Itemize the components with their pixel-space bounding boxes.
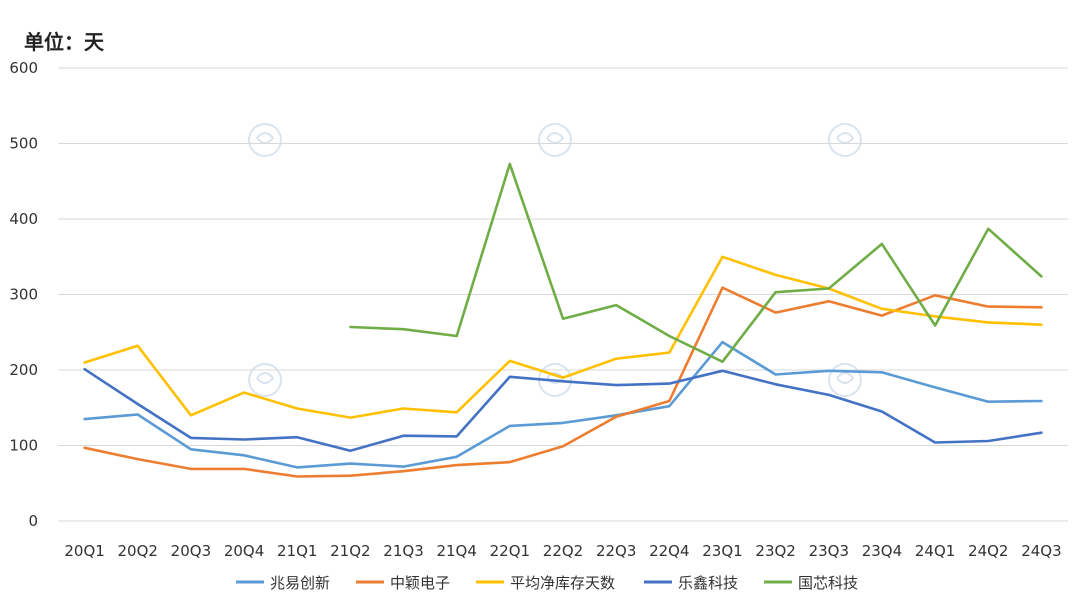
y-tick-label: 400 <box>9 210 38 228</box>
x-tick-label: 22Q3 <box>596 542 636 560</box>
series-line-2 <box>83 255 1043 419</box>
x-tick-label: 21Q2 <box>330 542 370 560</box>
series-line-4 <box>349 162 1043 363</box>
series-line-3 <box>83 367 1043 453</box>
series-line-0 <box>83 340 1043 469</box>
x-tick-label: 23Q4 <box>862 542 902 560</box>
x-tick-label: 20Q4 <box>224 542 264 560</box>
x-tick-label: 23Q2 <box>755 542 795 560</box>
y-tick-label: 100 <box>9 437 38 455</box>
x-tick-label: 20Q2 <box>118 542 158 560</box>
x-axis: 20Q1 20Q2 20Q3 20Q4 21Q1 21Q2 21Q3 21Q4 22Q1 22Q2… <box>64 542 1061 560</box>
y-axis: 0 100 200 300 400 500 600 <box>9 59 38 530</box>
series-line-1 <box>83 286 1043 478</box>
legend-label: 平均净库存天数 <box>510 574 615 592</box>
x-tick-label: 22Q4 <box>649 542 689 560</box>
y-tick-label: 600 <box>9 59 38 77</box>
x-tick-label: 21Q1 <box>277 542 317 560</box>
x-tick-label: 23Q1 <box>702 542 742 560</box>
legend-label: 中颖电子 <box>390 574 450 592</box>
x-tick-label: 24Q3 <box>1021 542 1061 560</box>
y-tick-label: 200 <box>9 361 38 379</box>
legend-label: 兆易创新 <box>270 574 330 592</box>
x-tick-label: 23Q3 <box>809 542 849 560</box>
legend-label: 乐鑫科技 <box>678 574 738 592</box>
x-tick-label: 21Q3 <box>383 542 423 560</box>
y-tick-label: 0 <box>28 512 38 530</box>
x-tick-label: 20Q1 <box>64 542 104 560</box>
x-tick-label: 22Q2 <box>543 542 583 560</box>
x-tick-label: 22Q1 <box>490 542 530 560</box>
x-tick-label: 21Q4 <box>436 542 476 560</box>
series-lines <box>83 162 1043 478</box>
x-tick-label: 24Q1 <box>915 542 955 560</box>
gridlines <box>58 67 1068 522</box>
y-tick-label: 300 <box>9 286 38 304</box>
x-tick-label: 20Q3 <box>171 542 211 560</box>
x-tick-label: 24Q2 <box>968 542 1008 560</box>
unit-label: 单位：天 <box>24 30 104 54</box>
legend: 兆易创新 中颖电子 平均净库存天数 乐鑫科技 国芯科技 <box>236 574 858 592</box>
y-tick-label: 500 <box>9 135 38 153</box>
watermark-logo-icon <box>248 123 862 397</box>
legend-label: 国芯科技 <box>798 574 858 592</box>
